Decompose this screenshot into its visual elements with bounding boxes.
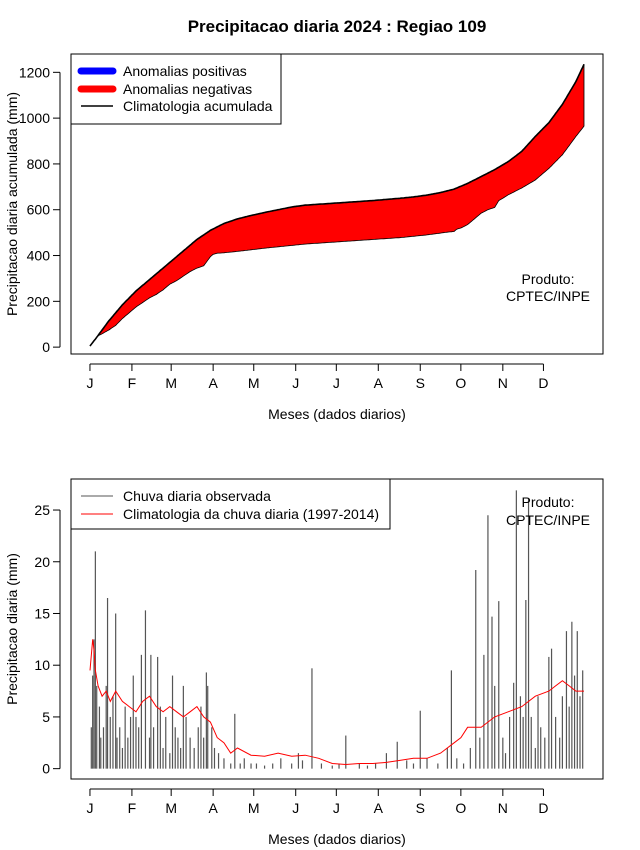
- bottom-chart: J F M A M J J A S O N D 0 5 10 15 20 25 Meses (dados diar…: [4, 478, 604, 847]
- top-plot-area: [89, 63, 585, 347]
- top-y-axis-label: Precipitacao diaria acumulada (mm): [4, 92, 20, 316]
- bottom-x-tick-label: S: [416, 800, 425, 816]
- climatology-cumulative-line: [89, 63, 585, 347]
- bottom-axes: J F M A M J J A S O N D 0 5 10 15 20 25: [34, 502, 548, 816]
- top-x-tick-label: O: [455, 375, 466, 391]
- top-plot-frame: [70, 53, 604, 355]
- bottom-y-tick-label: 20: [34, 554, 50, 570]
- bottom-x-tick-label: O: [455, 800, 466, 816]
- legend-label-positive: Anomalias positivas: [123, 63, 247, 79]
- bottom-x-tick-label: N: [498, 800, 508, 816]
- bottom-product-source: CPTEC/INPE: [506, 512, 590, 528]
- bottom-x-tick-label: F: [128, 800, 137, 816]
- bottom-y-tick-label: 10: [34, 657, 50, 673]
- top-chart: J F M A M J J A S O N D 0 200 400 600 800 1000 1200 Meses …: [4, 53, 604, 422]
- bottom-x-tick-label: D: [538, 800, 548, 816]
- top-x-tick-label: M: [165, 375, 177, 391]
- bottom-y-tick-label: 0: [42, 761, 50, 777]
- top-product-label: Produto:: [522, 271, 575, 287]
- top-x-tick-label: N: [498, 375, 508, 391]
- bottom-plot-area: [89, 490, 584, 769]
- top-x-tick-label: F: [128, 375, 137, 391]
- top-x-tick-label: J: [333, 375, 340, 391]
- bottom-x-tick-label: M: [248, 800, 260, 816]
- bottom-x-tick-label: A: [208, 800, 218, 816]
- top-product-source: CPTEC/INPE: [506, 288, 590, 304]
- bottom-x-tick-label: J: [333, 800, 340, 816]
- bottom-product-label: Produto:: [522, 494, 575, 510]
- top-x-tick-label: J: [292, 375, 299, 391]
- top-y-tick-label: 1000: [19, 110, 50, 126]
- top-y-tick-label: 400: [27, 248, 51, 264]
- top-y-tick-label: 600: [27, 202, 51, 218]
- legend-label-negative: Anomalias negativas: [123, 81, 252, 97]
- legend-label-observed: Chuva diaria observada: [123, 488, 271, 504]
- top-x-tick-label: M: [248, 375, 260, 391]
- top-x-tick-label: J: [86, 375, 93, 391]
- top-x-tick-label: D: [538, 375, 548, 391]
- bottom-legend: Chuva diaria observada Climatologia da c…: [70, 478, 391, 530]
- top-x-tick-label: A: [374, 375, 384, 391]
- bottom-x-tick-label: M: [165, 800, 177, 816]
- bottom-legend-box: [70, 478, 391, 530]
- top-y-tick-label: 800: [27, 156, 51, 172]
- top-y-tick-label: 1200: [19, 64, 50, 80]
- bottom-x-axis-label: Meses (dados diarios): [268, 831, 406, 847]
- top-y-tick-label: 0: [42, 339, 50, 355]
- top-axes: J F M A M J J A S O N D 0 200 400 600 800 1000 1200: [19, 64, 549, 391]
- bottom-y-tick-label: 15: [34, 605, 50, 621]
- bottom-x-tick-label: J: [292, 800, 299, 816]
- bottom-y-axis-label: Precipitacao diaria (mm): [4, 553, 20, 705]
- bottom-x-tick-label: A: [374, 800, 384, 816]
- top-y-tick-label: 200: [27, 293, 51, 309]
- top-chart-title: Precipitacao diaria 2024 : Regiao 109: [188, 17, 487, 36]
- top-x-axis-label: Meses (dados diarios): [268, 406, 406, 422]
- climatology-daily-line: [89, 639, 584, 766]
- bottom-y-tick-label: 5: [42, 709, 50, 725]
- legend-label-climatology-daily: Climatologia da chuva diaria (1997-2014): [123, 506, 379, 522]
- bottom-x-tick-label: J: [86, 800, 93, 816]
- legend-label-climatology: Climatologia acumulada: [123, 98, 273, 114]
- top-legend: Anomalias positivas Anomalias negativas …: [70, 53, 282, 125]
- top-x-tick-label: A: [208, 375, 218, 391]
- top-x-tick-label: S: [416, 375, 425, 391]
- bottom-y-tick-label: 25: [34, 502, 50, 518]
